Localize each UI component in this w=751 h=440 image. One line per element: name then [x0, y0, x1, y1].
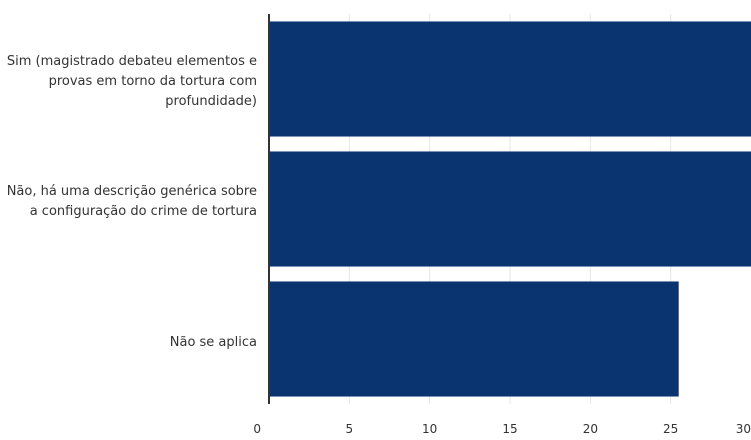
bar-nao-generica — [269, 151, 751, 267]
bar-nao-se-aplica — [269, 281, 679, 397]
category-label-nao-generica: Não, há uma descrição genérica sobre a c… — [6, 184, 257, 219]
x-tick-label-10: 10 — [422, 422, 437, 436]
x-axis-ticks: 0 5 10 15 20 25 30 — [253, 422, 751, 436]
x-tick-label-5: 5 — [346, 422, 354, 436]
x-tick-label-25: 25 — [663, 422, 678, 436]
category-label-nao-se-aplica: Não se aplica — [169, 335, 257, 350]
x-tick-label-0: 0 — [253, 422, 261, 436]
x-tick-label-20: 20 — [583, 422, 598, 436]
bars — [269, 21, 751, 397]
bar-sim — [269, 21, 751, 137]
x-tick-label-30: 30 — [736, 422, 751, 436]
category-label-sim: Sim (magistrado debateu elementos e prov… — [6, 54, 257, 109]
x-tick-label-15: 15 — [502, 422, 517, 436]
